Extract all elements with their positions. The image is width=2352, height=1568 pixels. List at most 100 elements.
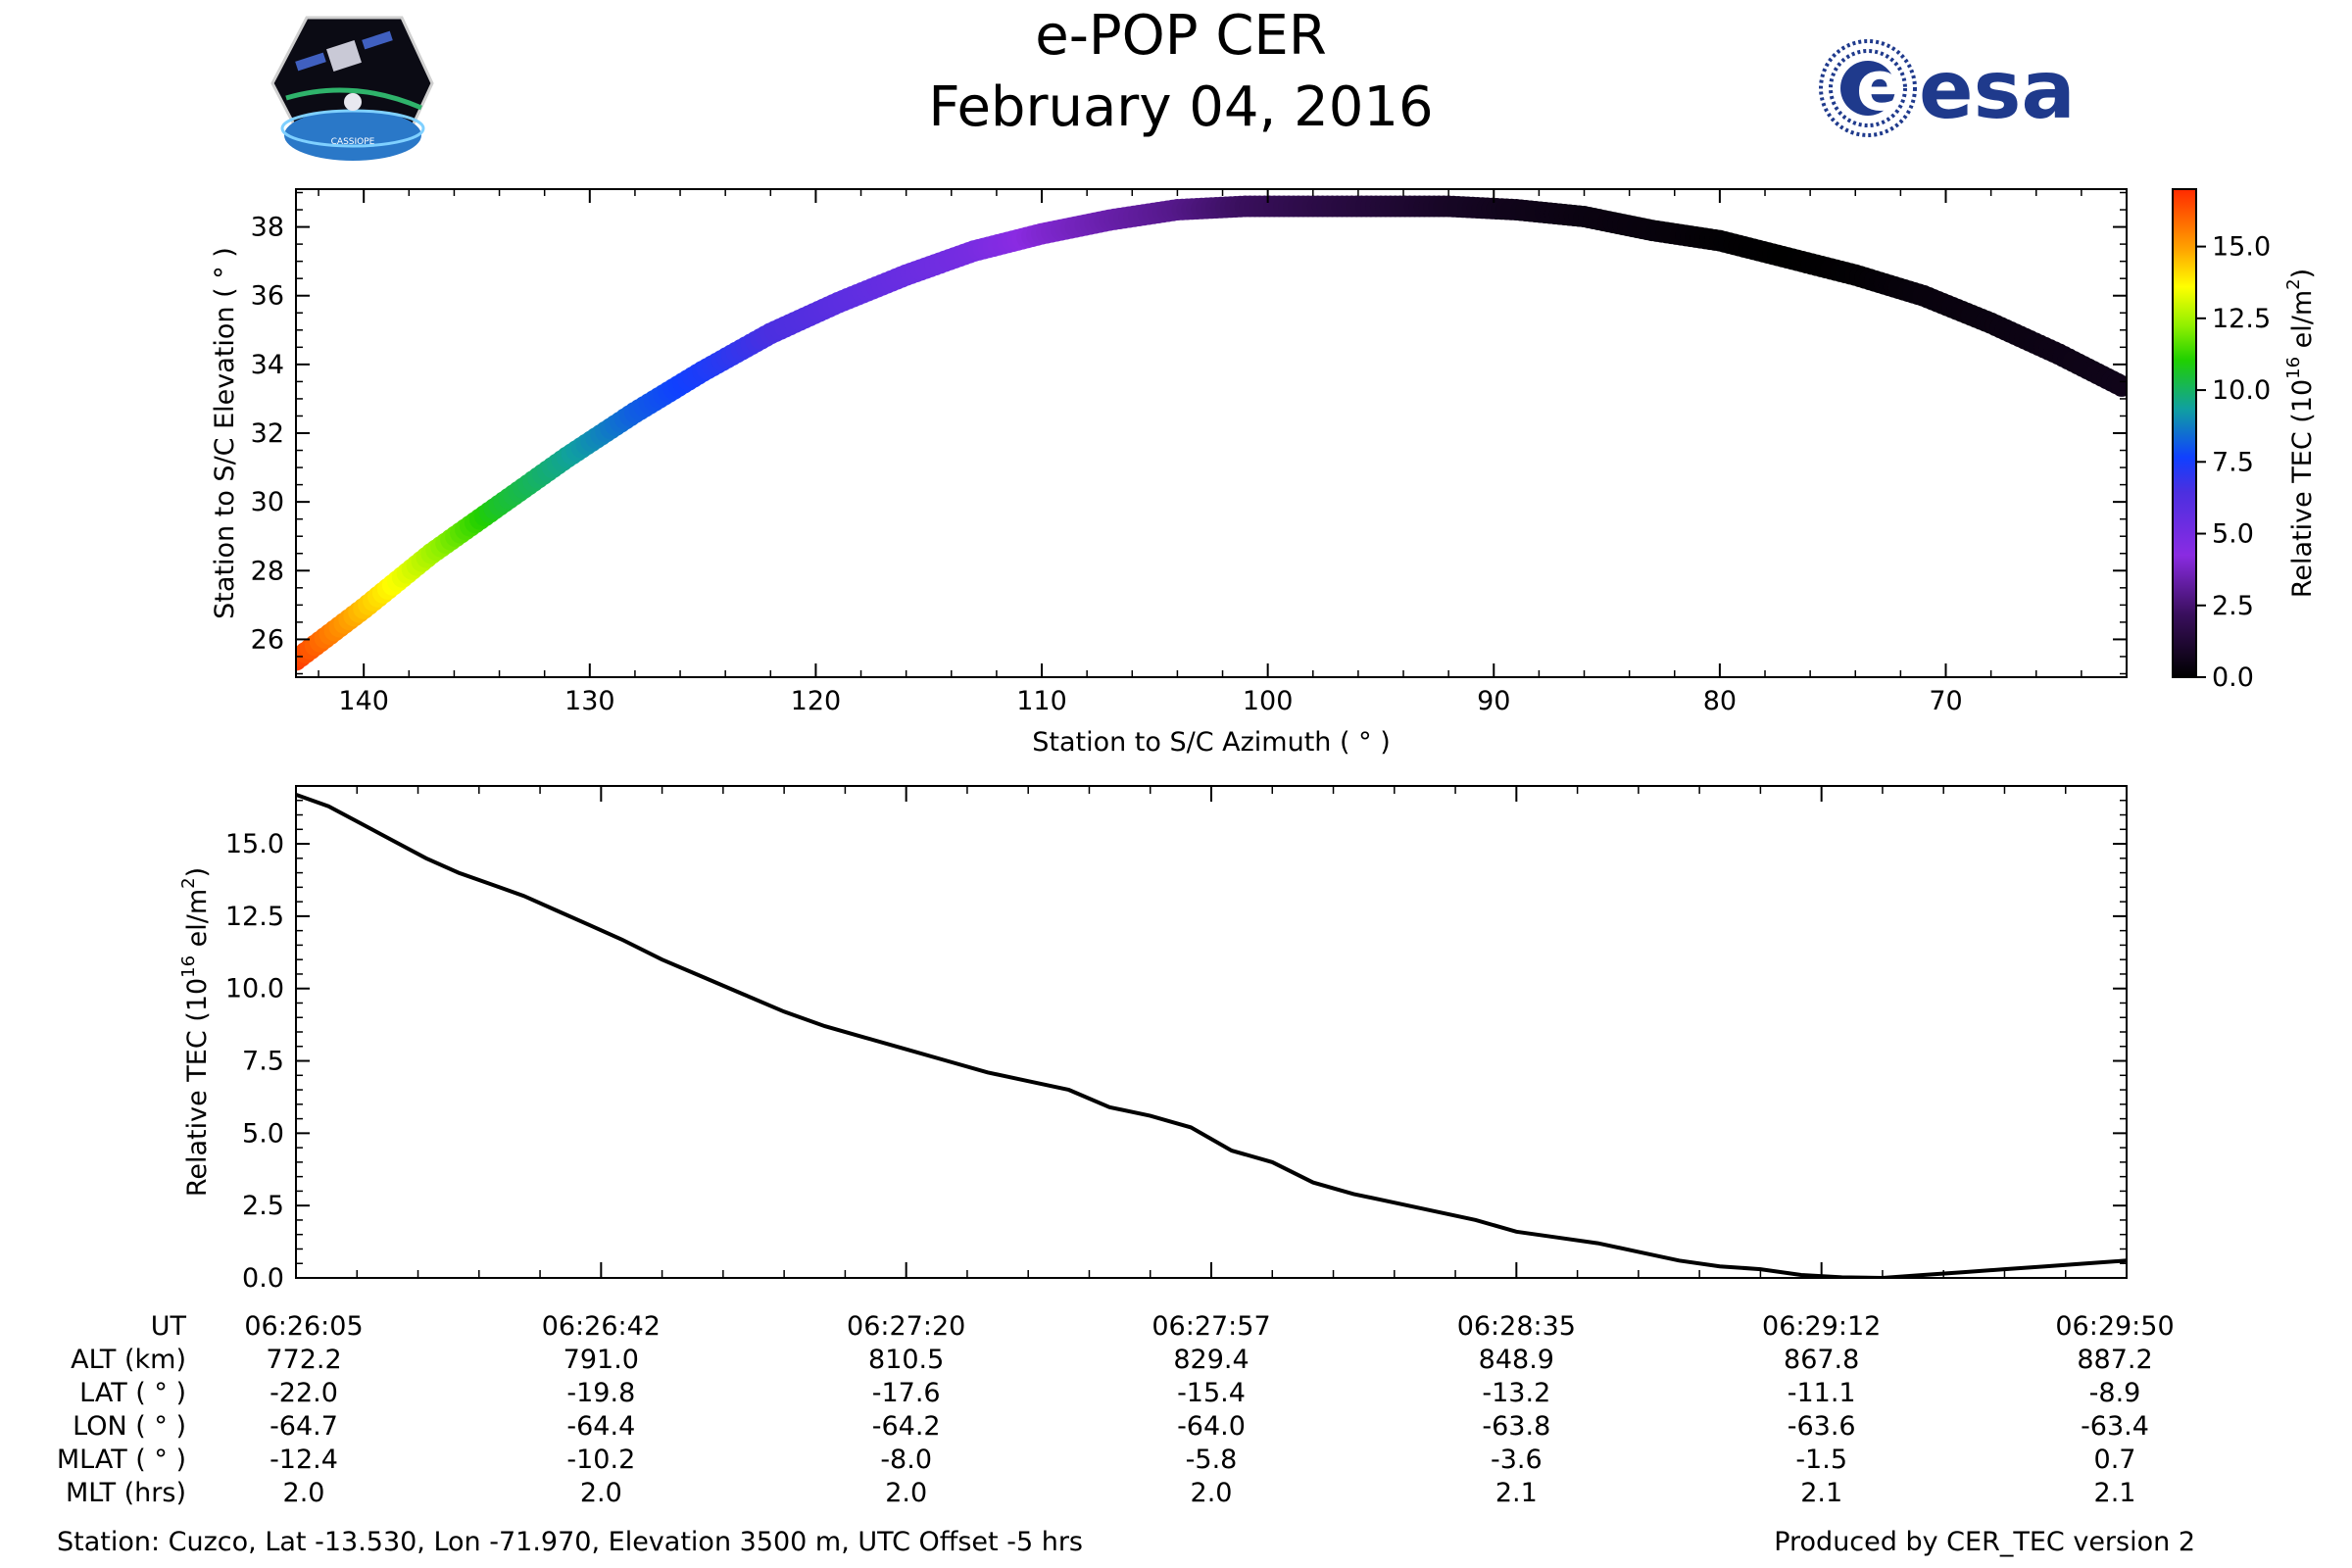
ephemeris-cell: 06:28:35 — [1457, 1311, 1576, 1342]
ephemeris-cell: -19.8 — [566, 1378, 635, 1408]
bottom-y-tick-label: 0.0 — [242, 1263, 284, 1294]
top-x-tick-label: 80 — [1703, 686, 1737, 716]
ephemeris-cell: -10.2 — [566, 1445, 635, 1475]
esa-logo: e esa — [1819, 39, 2076, 137]
track-points — [296, 195, 2127, 671]
colorbar: 0.0 2.5 5.0 7.5 10.0 12.5 15.0 Relative TEC (1… — [2172, 188, 2318, 693]
ephemeris-cell: 2.0 — [580, 1478, 622, 1508]
ephemeris-cell: -5.8 — [1186, 1445, 1238, 1475]
colorbar-tick-label: 5.0 — [2212, 519, 2254, 550]
bottom-y-axis-label: Relative TEC (1016 el/m2) — [178, 867, 213, 1197]
ephemeris-cell: 06:26:05 — [244, 1311, 363, 1342]
ephemeris-cell: -64.2 — [872, 1411, 941, 1442]
svg-text:e: e — [1856, 46, 1902, 126]
ephemeris-cell: -22.0 — [270, 1378, 338, 1408]
ephemeris-cell: 06:27:57 — [1152, 1311, 1270, 1342]
ephemeris-cell: -8.0 — [880, 1445, 932, 1475]
ephemeris-row-label: MLAT ( ° ) — [57, 1445, 186, 1475]
top-y-tick-label: 30 — [251, 487, 284, 517]
top-x-tick-label: 70 — [1929, 686, 1962, 716]
bottom-y-tick-label: 10.0 — [225, 974, 284, 1004]
top-x-tick-label: 100 — [1243, 686, 1294, 716]
top-plot-frame — [295, 188, 2128, 678]
colorbar-tick-label: 0.0 — [2212, 662, 2254, 693]
top-y-tick-label: 28 — [251, 556, 284, 586]
top-x-tick-label: 130 — [564, 686, 615, 716]
page-date: February 04, 2016 — [928, 75, 1433, 139]
track-point — [2111, 374, 2127, 397]
cassiope-logo-text: CASSIOPE — [331, 137, 375, 147]
ephemeris-cell: -15.4 — [1177, 1378, 1246, 1408]
ephemeris-row-label: ALT (km) — [71, 1345, 186, 1375]
page-title: e-POP CER — [1035, 4, 1326, 68]
ephemeris-cell: 2.1 — [1495, 1478, 1538, 1508]
ephemeris-cell: 848.9 — [1479, 1345, 1554, 1375]
tec-series-line — [296, 793, 2127, 1278]
bottom-y-tick-label: 7.5 — [242, 1047, 284, 1077]
top-x-tick-label: 110 — [1016, 686, 1067, 716]
ephemeris-row-label: UT — [151, 1311, 187, 1342]
station-info: Station: Cuzco, Lat -13.530, Lon -71.970… — [57, 1527, 1083, 1557]
colorbar-tick-label: 10.0 — [2212, 375, 2271, 406]
colorbar-tick-label: 12.5 — [2212, 304, 2271, 334]
ephemeris-cell: 867.8 — [1784, 1345, 1859, 1375]
ephemeris-cell: 06:27:20 — [847, 1311, 965, 1342]
top-x-tick-label: 120 — [791, 686, 842, 716]
top-y-tick-label: 34 — [251, 350, 284, 380]
colorbar-tick-label: 2.5 — [2212, 591, 2254, 621]
ephemeris-cell: 06:29:12 — [1762, 1311, 1881, 1342]
bottom-y-tick-label: 2.5 — [242, 1191, 284, 1221]
ephemeris-cell: 2.0 — [885, 1478, 927, 1508]
bottom-y-tick-label: 12.5 — [225, 902, 284, 932]
top-y-axis-label: Station to S/C Elevation ( ° ) — [210, 247, 240, 619]
ephemeris-cell: 2.0 — [283, 1478, 325, 1508]
ephemeris-cell: -64.0 — [1177, 1411, 1246, 1442]
colorbar-label: Relative TEC (1016 el/m2) — [2283, 269, 2318, 598]
ephemeris-cell: -13.2 — [1482, 1378, 1550, 1408]
ephemeris-row-label: MLT (hrs) — [66, 1478, 186, 1508]
elevation-azimuth-plot: 140 130 120 110 100 90 80 70 26 28 30 32 34 36 38 Stat… — [210, 188, 2128, 758]
produced-by: Produced by CER_TEC version 2 — [1774, 1527, 2195, 1557]
top-x-axis-label: Station to S/C Azimuth ( ° ) — [1032, 727, 1391, 758]
esa-logo-text: esa — [1919, 44, 2076, 137]
top-x-tick-label: 140 — [338, 686, 389, 716]
ephemeris-cell: 829.4 — [1173, 1345, 1249, 1375]
ephemeris-cell: 0.7 — [2094, 1445, 2136, 1475]
ephemeris-row-label: LON ( ° ) — [73, 1411, 186, 1442]
top-x-tick-label: 90 — [1477, 686, 1510, 716]
colorbar-gradient — [2172, 188, 2197, 678]
top-y-tick-label: 36 — [251, 281, 284, 312]
ephemeris-cell: -3.6 — [1491, 1445, 1543, 1475]
ephemeris-cell: 2.0 — [1191, 1478, 1233, 1508]
ephemeris-cell: -63.8 — [1482, 1411, 1550, 1442]
ephemeris-cell: -63.4 — [2081, 1411, 2149, 1442]
cassiope-logo: CASSIOPE — [270, 16, 434, 161]
ephemeris-cell: -17.6 — [872, 1378, 941, 1408]
ephemeris-cell: -63.6 — [1788, 1411, 1856, 1442]
ephemeris-cell: -1.5 — [1795, 1445, 1847, 1475]
header: e-POP CER February 04, 2016 — [928, 4, 1433, 139]
bottom-plot-frame — [295, 785, 2128, 1279]
top-y-tick-label: 38 — [251, 213, 284, 243]
ephemeris-cell: -64.7 — [270, 1411, 338, 1442]
ephemeris-cell: 791.0 — [564, 1345, 639, 1375]
bottom-y-tick-label: 15.0 — [225, 829, 284, 859]
ephemeris-cell: 887.2 — [2077, 1345, 2152, 1375]
ephemeris-cell: -11.1 — [1788, 1378, 1856, 1408]
top-y-tick-label: 32 — [251, 418, 284, 449]
ephemeris-cell: 2.1 — [1800, 1478, 1842, 1508]
ephemeris-cell: -12.4 — [270, 1445, 338, 1475]
ephemeris-cell: 2.1 — [2094, 1478, 2136, 1508]
top-y-tick-label: 26 — [251, 624, 284, 655]
bottom-y-tick-label: 5.0 — [242, 1118, 284, 1149]
ephemeris-cell: 772.2 — [266, 1345, 341, 1375]
ephemeris-cell: 810.5 — [868, 1345, 944, 1375]
ephemeris-cell: -64.4 — [566, 1411, 635, 1442]
tec-time-plot: 0.0 2.5 5.0 7.5 10.0 12.5 15.0 Relative TEC (1… — [178, 785, 2128, 1294]
ephemeris-cell: 06:29:50 — [2055, 1311, 2174, 1342]
colorbar-tick-label: 7.5 — [2212, 447, 2254, 477]
colorbar-tick-label: 15.0 — [2212, 232, 2271, 263]
ephemeris-row-label: LAT ( ° ) — [79, 1378, 186, 1408]
